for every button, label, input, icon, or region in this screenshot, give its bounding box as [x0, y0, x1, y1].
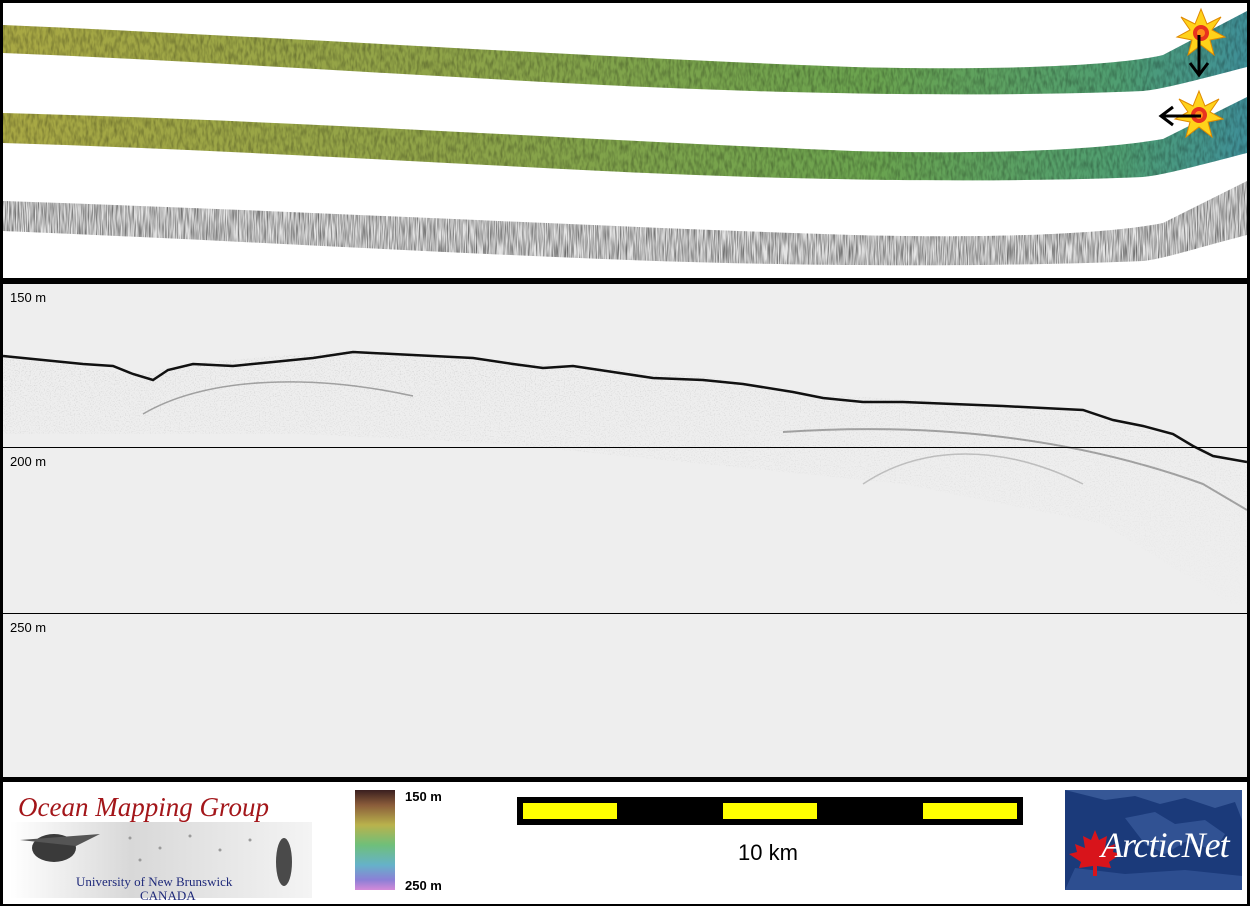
depth-label-250: 250 m	[10, 620, 47, 635]
swath-panel	[3, 3, 1247, 278]
scale-bar-label: 10 km	[738, 840, 798, 865]
arrow-down-icon	[1188, 35, 1210, 78]
depth-colorbar	[355, 790, 395, 890]
depth-gridline-250	[3, 613, 1247, 614]
profile-image	[3, 350, 1247, 614]
swath-strips	[3, 7, 1247, 266]
footer-panel: Ocean Mapping Group University of New Br…	[3, 782, 1247, 904]
profile-panel: 150 m 200 m 250 m	[3, 284, 1247, 777]
arrow-left-icon	[1158, 105, 1201, 127]
arcticnet-logo: ArcticNet	[1065, 790, 1242, 890]
colorbar-bottom-label: 250 m	[405, 878, 442, 893]
depth-gridline-200	[3, 447, 1247, 448]
omg-logo-graphic	[10, 822, 312, 898]
depth-label-150: 150 m	[10, 290, 47, 305]
omg-university: University of New Brunswick	[76, 874, 233, 889]
maple-leaf-icon	[1069, 830, 1121, 876]
arcticnet-logo-graphic	[1065, 790, 1242, 890]
arcticnet-wordmark: ArcticNet	[1101, 825, 1230, 865]
depth-label-200: 200 m	[10, 454, 47, 469]
scale-bar	[517, 797, 1023, 825]
omg-country: CANADA	[140, 888, 196, 903]
ocean-mapping-group-logo: Ocean Mapping Group University of New Br…	[10, 788, 312, 903]
omg-title: Ocean Mapping Group	[18, 792, 269, 822]
colorbar-top-label: 150 m	[405, 789, 442, 804]
seafloor-reflector	[3, 350, 1247, 464]
